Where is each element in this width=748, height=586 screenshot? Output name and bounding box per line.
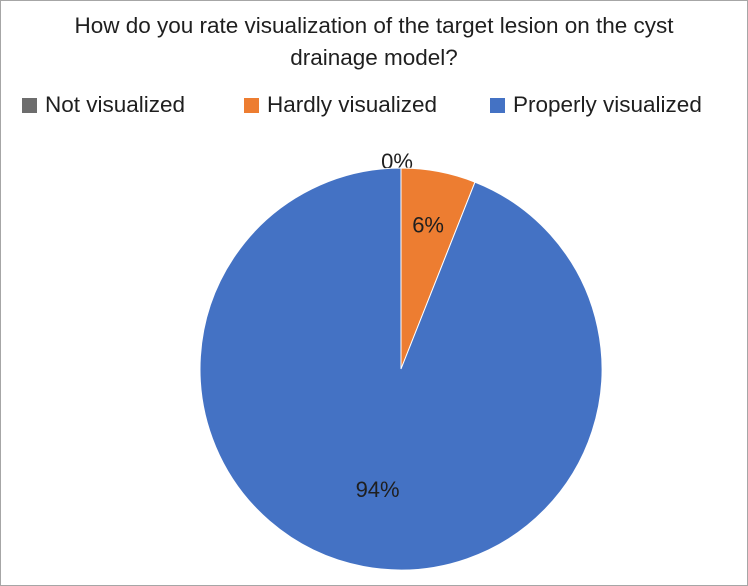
chart-title-line-1: How do you rate visualization of the tar… (74, 13, 674, 38)
data-label-hardly-visualized: 6% (412, 213, 444, 238)
legend-label-hardly-visualized: Hardly visualized (267, 92, 438, 117)
chart-legend: Not visualized Hardly visualized Properl… (0, 90, 748, 120)
legend-swatch-properly-visualized (490, 97, 505, 113)
chart-title-line-2: drainage model? (290, 45, 458, 70)
legend-item-not-visualized: Not visualized (22, 90, 185, 120)
pie-slice-properly-visualized (199, 167, 603, 571)
legend-item-properly-visualized: Properly visualized (490, 90, 702, 120)
legend-swatch-not-visualized (22, 97, 37, 113)
chart-title: How do you rate visualization of the tar… (0, 10, 748, 74)
data-label-properly-visualized: 94% (356, 477, 400, 502)
legend-label-properly-visualized: Properly visualized (513, 92, 702, 117)
legend-item-hardly-visualized: Hardly visualized (244, 90, 437, 120)
legend-swatch-hardly-visualized (244, 97, 259, 113)
legend-label-not-visualized: Not visualized (45, 92, 186, 117)
